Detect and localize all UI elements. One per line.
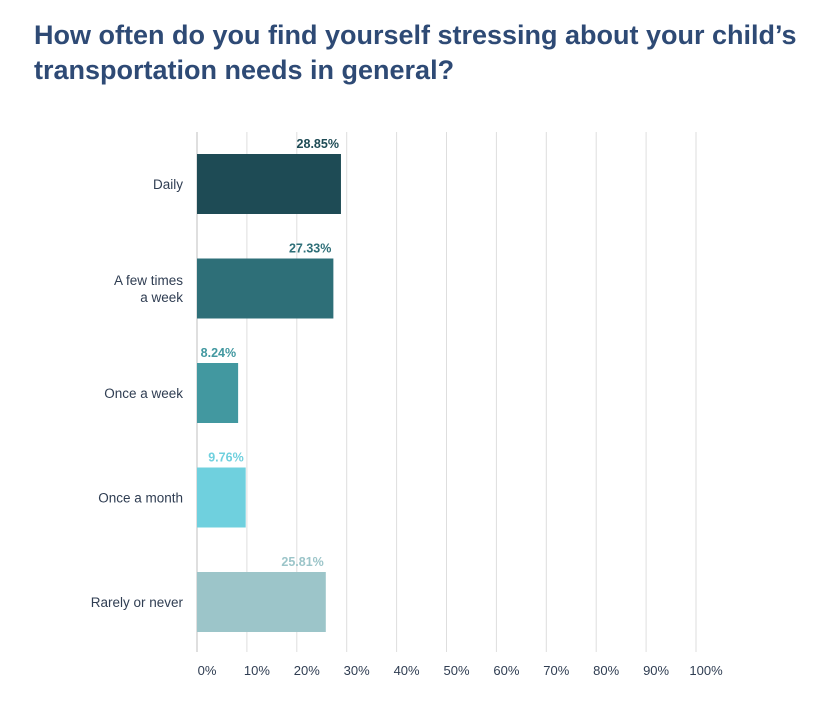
x-tick-label: 10% [244, 663, 270, 678]
category-label: Rarely or never [91, 595, 184, 610]
bars [197, 154, 341, 632]
data-label: 28.85% [297, 137, 339, 151]
bar [197, 467, 246, 528]
labels: 0% 10% 20% 30% 40% 50% 60% 70% 80% 90% 100% 28.85% D… [91, 137, 723, 678]
x-tick-label: 50% [443, 663, 469, 678]
data-label: 25.81% [281, 555, 323, 569]
bar [197, 258, 334, 319]
category-label: A few times a week [114, 273, 183, 305]
category-label: Once a week [104, 386, 183, 401]
x-tick-label: 70% [543, 663, 569, 678]
data-label: 27.33% [289, 242, 331, 256]
x-tick-label: 60% [493, 663, 519, 678]
x-tick-label: 80% [593, 663, 619, 678]
x-tick-label: 100% [689, 663, 723, 678]
category-label: Once a month [98, 491, 183, 506]
chart-title: How often do you find yourself stressing… [34, 20, 797, 85]
x-tick-label: 0% [198, 663, 217, 678]
x-tick-label: 90% [643, 663, 669, 678]
bar [197, 572, 326, 632]
category-label: Daily [153, 177, 183, 192]
x-tick-label: 40% [394, 663, 420, 678]
x-tick-label: 30% [344, 663, 370, 678]
data-label: 9.76% [208, 451, 243, 465]
data-label: 8.24% [201, 346, 236, 360]
x-tick-label: 20% [294, 663, 320, 678]
bar [197, 363, 239, 423]
gridlines [196, 132, 697, 652]
bar [197, 154, 341, 214]
